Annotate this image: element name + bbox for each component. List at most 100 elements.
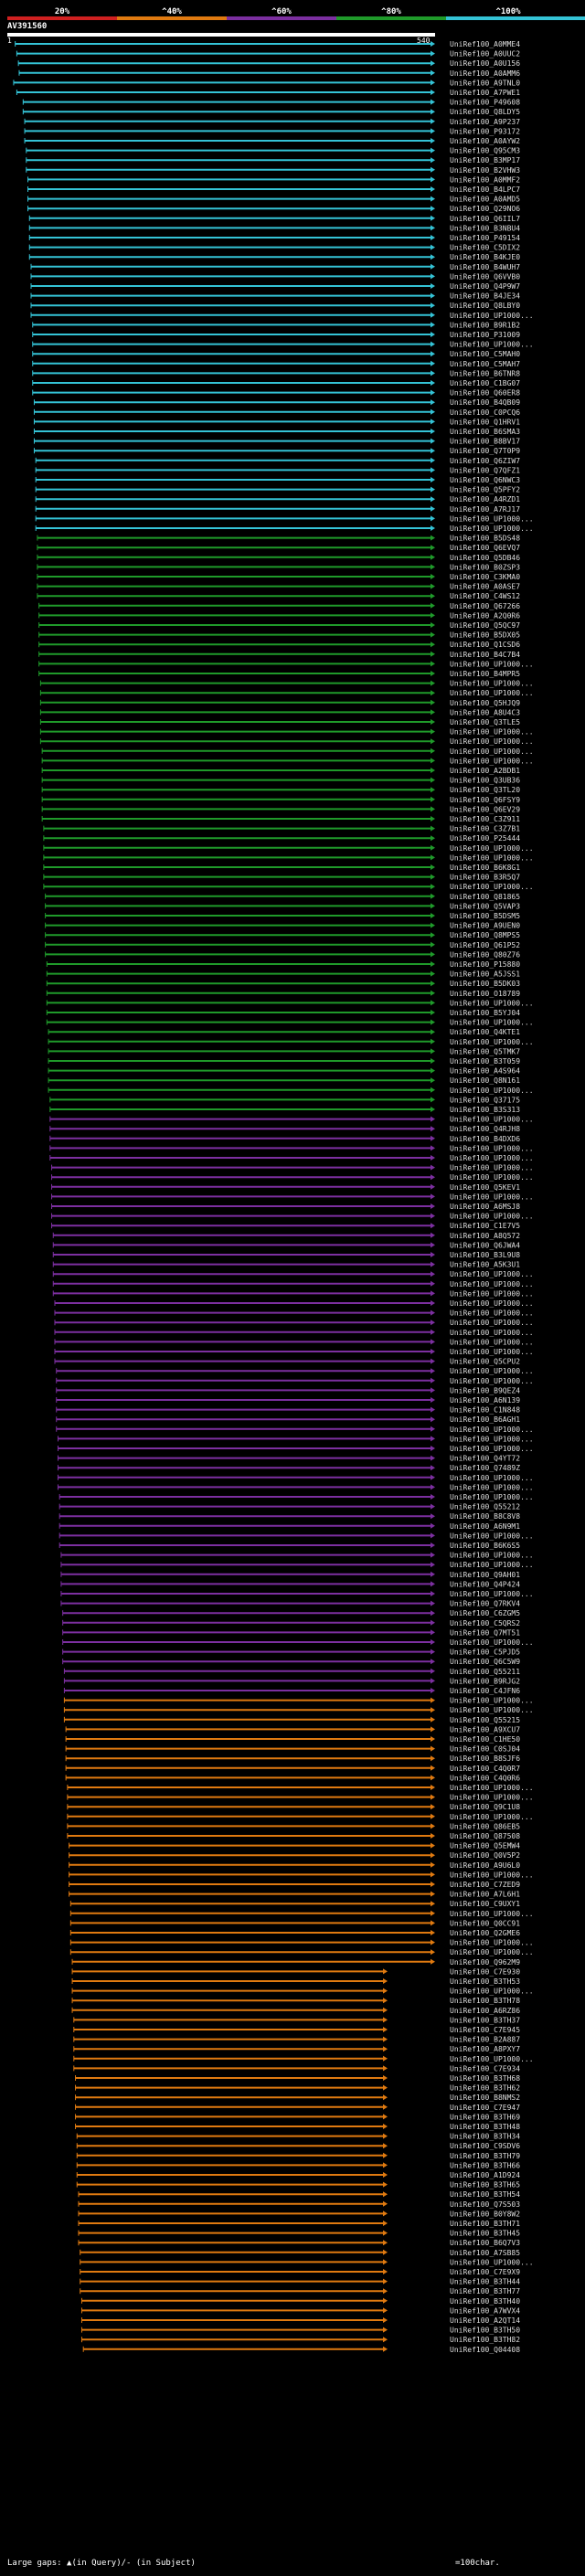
hit-row[interactable]: UniRef100_UP1000... [58,1532,534,1540]
hit-row[interactable]: UniRef100_A1D924 [76,2171,520,2179]
hit-row[interactable]: UniRef100_C7E9X9 [80,2268,521,2276]
hit-label[interactable]: UniRef100_Q2GME6 [450,1929,520,1937]
hit-label[interactable]: UniRef100_UP1000... [450,1213,534,1221]
hit-row[interactable]: UniRef100_C6ZGM5 [62,1609,521,1617]
hit-label[interactable]: UniRef100_B2VHW3 [450,166,520,175]
hit-row[interactable]: UniRef100_UP1000... [69,1939,534,1947]
hit-row[interactable]: UniRef100_UP1000... [49,1154,534,1162]
hit-row[interactable]: UniRef100_UP1000... [39,689,534,697]
hit-label[interactable]: UniRef100_Q4YT72 [450,1455,520,1463]
hit-row[interactable]: UniRef100_Q5DB46 [37,554,520,562]
hit-label[interactable]: UniRef100_UP1000... [450,1019,534,1027]
hit-label[interactable]: UniRef100_P15880 [450,960,520,969]
hit-row[interactable]: UniRef100_UP1000... [41,747,534,756]
hit-label[interactable]: UniRef100_Q5QC97 [450,621,520,630]
hit-row[interactable]: UniRef100_UP1000... [52,1270,534,1278]
hit-row[interactable]: UniRef100_UP1000... [58,1493,534,1501]
hit-label[interactable]: UniRef100_UP1000... [450,1154,534,1162]
hit-row[interactable]: UniRef100_B5DK03 [46,980,520,988]
hit-row[interactable]: UniRef100_A7L6H1 [69,1891,521,1899]
hit-label[interactable]: UniRef100_B6K6S5 [450,1542,520,1550]
hit-row[interactable]: UniRef100_UP1000... [60,1590,534,1598]
hit-row[interactable]: UniRef100_UP1000... [56,1426,534,1434]
hit-label[interactable]: UniRef100_Q4RJH8 [450,1125,520,1133]
hit-row[interactable]: UniRef100_B2VHW3 [26,166,520,175]
hit-label[interactable]: UniRef100_Q7QFZ1 [450,466,520,474]
hit-label[interactable]: UniRef100_B3TH48 [450,2123,520,2131]
hit-row[interactable]: UniRef100_UP1000... [57,1445,534,1453]
hit-row[interactable]: UniRef100_C7ZED9 [69,1881,521,1889]
hit-row[interactable]: UniRef100_B9R1B2 [32,321,521,329]
hit-row[interactable]: UniRef100_C7E945 [73,2026,520,2034]
hit-row[interactable]: UniRef100_UP1000... [32,341,534,349]
hit-row[interactable]: UniRef100_B0Y8W2 [78,2210,520,2218]
hit-label[interactable]: UniRef100_B4C7B4 [450,651,520,659]
hit-row[interactable]: UniRef100_A7RJ17 [35,505,520,514]
hit-row[interactable]: UniRef100_UP1000... [69,1910,534,1918]
hit-row[interactable]: UniRef100_P15880 [46,960,520,969]
hit-label[interactable]: UniRef100_A6N139 [450,1396,520,1405]
hit-label[interactable]: UniRef100_B6AGH1 [450,1415,520,1424]
hit-label[interactable]: UniRef100_UP1000... [450,1532,534,1540]
hit-label[interactable]: UniRef100_UP1000... [450,1280,534,1288]
hit-label[interactable]: UniRef100_Q9AH01 [450,1571,520,1579]
hit-row[interactable]: UniRef100_UP1000... [71,1988,534,1996]
hit-label[interactable]: UniRef100_UP1000... [450,1087,534,1095]
hit-row[interactable]: UniRef100_A5K3U1 [52,1261,520,1269]
hit-label[interactable]: UniRef100_A0AMM6 [450,69,520,78]
hit-label[interactable]: UniRef100_C3KMA0 [450,573,520,581]
hit-label[interactable]: UniRef100_A5JSS1 [450,970,520,979]
hit-label[interactable]: UniRef100_A7L6H1 [450,1891,520,1899]
hit-row[interactable]: UniRef100_B3TH53 [71,1977,520,1986]
hit-label[interactable]: UniRef100_UP1000... [450,1173,534,1182]
hit-row[interactable]: UniRef100_C7E930 [71,1967,520,1976]
hit-row[interactable]: UniRef100_A6MSJ8 [51,1203,521,1211]
hit-label[interactable]: UniRef100_Q86EB5 [450,1822,520,1830]
hit-row[interactable]: UniRef100_B2A887 [73,2036,520,2044]
hit-row[interactable]: UniRef100_B3TH48 [75,2123,521,2131]
hit-label[interactable]: UniRef100_UP1000... [450,2258,534,2266]
hit-row[interactable]: UniRef100_UP1000... [54,1299,534,1308]
hit-row[interactable]: UniRef100_UP1000... [51,1213,534,1221]
hit-label[interactable]: UniRef100_A6MSJ8 [450,1203,520,1211]
hit-row[interactable]: UniRef100_UP1000... [48,1038,534,1046]
hit-label[interactable]: UniRef100_UP1000... [450,1338,534,1346]
hit-row[interactable]: UniRef100_A6RZ86 [71,2007,520,2015]
hit-row[interactable]: UniRef100_A0UUC2 [16,50,520,58]
hit-row[interactable]: UniRef100_B4LPC7 [27,186,521,194]
hit-label[interactable]: UniRef100_A6RZ86 [450,2007,520,2015]
hit-row[interactable]: UniRef100_UP1000... [67,1794,534,1802]
hit-label[interactable]: UniRef100_Q6ZIW7 [450,457,520,465]
hit-label[interactable]: UniRef100_Q55215 [450,1716,520,1724]
hit-label[interactable]: UniRef100_A0ASE7 [450,583,520,591]
hit-label[interactable]: UniRef100_P31009 [450,331,520,339]
hit-row[interactable]: UniRef100_UP1000... [54,1329,534,1337]
hit-label[interactable]: UniRef100_B3TH50 [450,2327,520,2335]
hit-row[interactable]: UniRef100_A9TNL0 [13,79,520,87]
hit-row[interactable]: UniRef100_Q0CC91 [69,1919,520,1927]
hit-label[interactable]: UniRef100_Q6EV29 [450,805,520,813]
hit-row[interactable]: UniRef100_A0MME4 [15,40,521,48]
hit-label[interactable]: UniRef100_P93172 [450,127,520,135]
hit-label[interactable]: UniRef100_UP1000... [450,1435,534,1443]
hit-row[interactable]: UniRef100_UP1000... [60,1561,534,1569]
hit-label[interactable]: UniRef100_UP1000... [450,747,534,756]
hit-row[interactable]: UniRef100_B5DSM5 [45,912,521,920]
hit-label[interactable]: UniRef100_Q67266 [450,602,520,610]
hit-label[interactable]: UniRef100_A6N9M1 [450,1522,520,1531]
hit-label[interactable]: UniRef100_UP1000... [450,1270,534,1278]
hit-row[interactable]: UniRef100_UP1000... [54,1319,534,1327]
hit-label[interactable]: UniRef100_Q3TL20 [450,786,520,794]
hit-label[interactable]: UniRef100_B5DK03 [450,980,520,988]
hit-label[interactable]: UniRef100_A0U156 [450,59,520,68]
hit-label[interactable]: UniRef100_UP1000... [450,1426,534,1434]
hit-label[interactable]: UniRef100_A8PXY7 [450,2045,520,2053]
hit-label[interactable]: UniRef100_B3MP17 [450,156,520,164]
hit-label[interactable]: UniRef100_Q37175 [450,1096,520,1104]
hit-label[interactable]: UniRef100_UP1000... [450,1871,534,1879]
hit-label[interactable]: UniRef100_UP1000... [450,1289,534,1298]
hit-row[interactable]: UniRef100_C9SDV6 [76,2142,520,2150]
hit-label[interactable]: UniRef100_UP1000... [450,1493,534,1501]
hit-label[interactable]: UniRef100_UP1000... [450,1299,534,1308]
hit-label[interactable]: UniRef100_A9UEN0 [450,922,520,930]
